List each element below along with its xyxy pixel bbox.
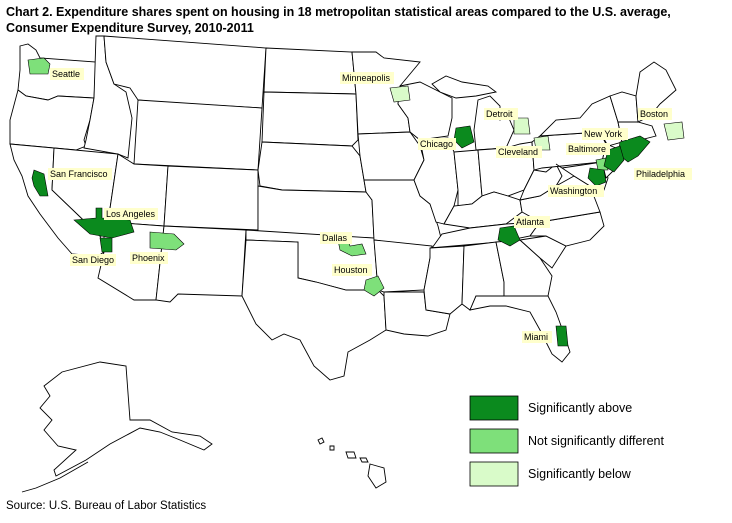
metro-phoenix-shape bbox=[149, 231, 185, 251]
metro-shapes bbox=[27, 57, 685, 347]
label-baltimore: Baltimore bbox=[566, 143, 610, 155]
title-line-1: Chart 2. Expenditure shares spent on hou… bbox=[6, 5, 671, 19]
label-philadelphia: Philadelphia bbox=[634, 168, 692, 180]
title-line-2: Consumer Expenditure Survey, 2010-2011 bbox=[6, 21, 254, 35]
metro-miami-shape bbox=[555, 325, 569, 347]
state-mississippi bbox=[423, 245, 465, 315]
label-detroit: Detroit bbox=[484, 108, 518, 120]
metro-minneapolis-shape bbox=[389, 85, 411, 103]
state-arkansas bbox=[373, 239, 433, 293]
state-south-dakota bbox=[261, 91, 359, 147]
state-south-carolina bbox=[518, 235, 567, 269]
state-north-dakota bbox=[263, 47, 357, 95]
legend-label-above: Significantly above bbox=[528, 401, 632, 415]
metro-san-francisco-shape bbox=[31, 169, 49, 197]
svg-text:Houston: Houston bbox=[334, 265, 368, 275]
label-seattle: Seattle bbox=[50, 68, 84, 80]
hawaii bbox=[317, 437, 387, 489]
label-san-diego: San Diego bbox=[70, 254, 116, 266]
label-boston: Boston bbox=[638, 108, 672, 120]
svg-text:Minneapolis: Minneapolis bbox=[342, 73, 391, 83]
metro-chicago-shape bbox=[453, 125, 475, 149]
metro-detroit-shape bbox=[513, 117, 531, 135]
state-oregon bbox=[9, 89, 95, 151]
chart-title: Chart 2. Expenditure shares spent on hou… bbox=[6, 4, 726, 36]
svg-text:Seattle: Seattle bbox=[52, 69, 80, 79]
legend-label-not-different: Not significantly different bbox=[528, 434, 664, 448]
metro-washington-shape bbox=[587, 167, 607, 187]
legend-swatch-not-different bbox=[469, 428, 519, 454]
svg-text:Dallas: Dallas bbox=[322, 233, 348, 243]
svg-text:Los Angeles: Los Angeles bbox=[106, 209, 156, 219]
label-new-york: New York bbox=[582, 128, 628, 140]
state-alaska bbox=[39, 361, 213, 477]
state-florida bbox=[469, 295, 571, 363]
label-washington: Washington bbox=[548, 185, 604, 197]
state-wyoming bbox=[133, 99, 263, 171]
metro-seattle-shape bbox=[27, 57, 51, 75]
label-atlanta: Atlanta bbox=[514, 216, 550, 228]
state-wisconsin bbox=[397, 81, 453, 141]
label-miami: Miami bbox=[522, 331, 552, 343]
svg-text:Phoenix: Phoenix bbox=[132, 253, 165, 263]
state-iowa bbox=[357, 131, 425, 181]
svg-text:Miami: Miami bbox=[524, 332, 548, 342]
legend-item-not-different: Not significantly different bbox=[469, 428, 664, 454]
state-montana bbox=[103, 35, 267, 109]
state-indiana bbox=[453, 149, 483, 207]
metro-labels: Seattle Minneapolis Detroit Boston New Y… bbox=[48, 68, 692, 343]
legend-item-above: Significantly above bbox=[469, 395, 632, 421]
state-hawaii-2 bbox=[329, 445, 335, 451]
svg-text:San Francisco: San Francisco bbox=[50, 169, 108, 179]
svg-text:New York: New York bbox=[584, 129, 623, 139]
svg-text:Cleveland: Cleveland bbox=[498, 147, 538, 157]
metro-san-diego-shape bbox=[99, 237, 113, 253]
label-chicago: Chicago bbox=[418, 138, 456, 150]
label-san-francisco: San Francisco bbox=[48, 168, 112, 180]
state-michigan-lower bbox=[473, 95, 515, 151]
svg-text:Boston: Boston bbox=[640, 109, 668, 119]
svg-text:Baltimore: Baltimore bbox=[568, 144, 606, 154]
svg-text:Washington: Washington bbox=[550, 186, 597, 196]
svg-text:Detroit: Detroit bbox=[486, 109, 513, 119]
metro-boston-shape bbox=[663, 121, 685, 141]
label-dallas: Dallas bbox=[320, 232, 352, 244]
legend-swatch-above bbox=[469, 395, 519, 421]
state-hawaii-1 bbox=[317, 437, 325, 445]
state-colorado bbox=[163, 165, 259, 231]
state-hawaii-5 bbox=[367, 463, 387, 489]
state-michigan-upper bbox=[431, 75, 498, 99]
state-kansas bbox=[257, 185, 375, 239]
legend-item-below: Significantly below bbox=[469, 461, 632, 487]
svg-text:San Diego: San Diego bbox=[72, 255, 114, 265]
source-note: Source: U.S. Bureau of Labor Statistics bbox=[6, 500, 207, 512]
legend-label-below: Significantly below bbox=[528, 467, 632, 481]
label-los-angeles: Los Angeles bbox=[104, 208, 158, 220]
state-hawaii-4 bbox=[359, 457, 369, 463]
svg-text:Philadelphia: Philadelphia bbox=[636, 169, 685, 179]
aleutian-islands bbox=[21, 461, 89, 493]
alaska bbox=[21, 361, 213, 493]
legend: Significantly above Not significantly di… bbox=[469, 395, 664, 487]
state-hawaii-3 bbox=[345, 451, 357, 459]
svg-text:Atlanta: Atlanta bbox=[516, 217, 544, 227]
label-minneapolis: Minneapolis bbox=[340, 72, 394, 84]
label-phoenix: Phoenix bbox=[130, 252, 168, 264]
label-cleveland: Cleveland bbox=[496, 146, 542, 158]
state-nebraska bbox=[257, 141, 367, 193]
us-map: Seattle Minneapolis Detroit Boston New Y… bbox=[9, 35, 692, 493]
state-west-virginia bbox=[519, 163, 563, 201]
label-houston: Houston bbox=[332, 264, 372, 276]
svg-text:Chicago: Chicago bbox=[420, 139, 453, 149]
state-texas bbox=[241, 239, 387, 381]
metro-atlanta-shape bbox=[497, 225, 521, 247]
metro-houston-shape bbox=[363, 275, 385, 297]
legend-swatch-below bbox=[469, 461, 519, 487]
